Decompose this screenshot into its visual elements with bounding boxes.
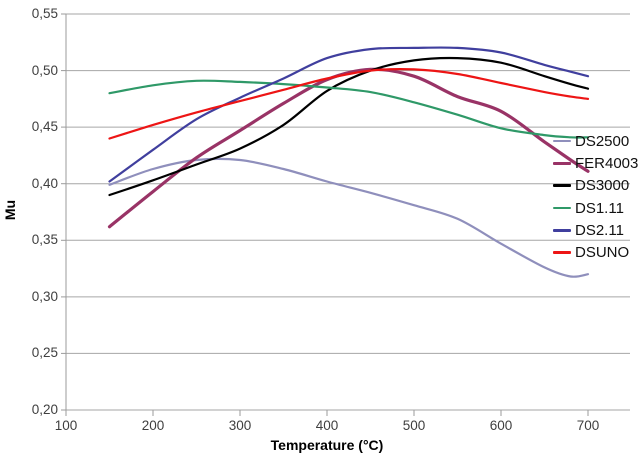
x-axis-title: Temperature (°C) xyxy=(270,437,384,453)
x-tick-label-400: 400 xyxy=(315,418,339,433)
legend-item-DS1.11: DS1.11 xyxy=(553,197,638,219)
legend-label-FER4003: FER4003 xyxy=(575,154,639,172)
y-tick-label-0,20: 0,20 xyxy=(31,402,58,417)
y-tick-label-0,30: 0,30 xyxy=(31,288,58,304)
legend-item-DSUNO: DSUNO xyxy=(553,241,638,263)
series-line-DS1.11 xyxy=(108,79,590,139)
legend-item-DS3000: DS3000 xyxy=(553,175,638,197)
series-line-DS2500 xyxy=(108,157,590,278)
x-tick-label-300: 300 xyxy=(228,418,252,433)
legend-item-DS2500: DS2500 xyxy=(553,130,638,152)
legend-swatch-line-DS2.11 xyxy=(553,229,571,232)
series-line-DS3000 xyxy=(108,56,590,197)
y-tick-label-0,55: 0,55 xyxy=(31,6,58,21)
legend: DS2500 FER4003 DS3000 DS1.11 DS2.11 DSUNO xyxy=(553,130,638,264)
legend-swatch-line-DS2500 xyxy=(553,139,571,143)
legend-swatch-line-DS3000 xyxy=(553,184,571,188)
y-tick-label-0,40: 0,40 xyxy=(31,175,58,191)
legend-label-DS1.11: DS1.11 xyxy=(575,199,624,217)
legend-label-DSUNO: DSUNO xyxy=(575,244,630,262)
legend-item-FER4003: FER4003 xyxy=(553,152,638,174)
x-tick-label-500: 500 xyxy=(402,418,426,433)
series-line-DS2.11 xyxy=(108,46,590,183)
legend-label-DS2.11: DS2.11 xyxy=(575,221,624,239)
y-tick-label-0,35: 0,35 xyxy=(31,232,58,248)
x-tick-label-600: 600 xyxy=(489,418,513,433)
y-tick-label-0,50: 0,50 xyxy=(31,62,58,78)
legend-label-DS2500: DS2500 xyxy=(575,132,630,150)
legend-swatch-line-FER4003 xyxy=(553,161,571,166)
legend-swatch-line-DSUNO xyxy=(553,251,571,254)
legend-item-DS2.11: DS2.11 xyxy=(553,219,638,241)
legend-label-DS3000: DS3000 xyxy=(575,177,630,195)
x-tick-label-700: 700 xyxy=(576,418,600,433)
y-axis-title: Mu xyxy=(2,199,18,221)
series-line-FER4003 xyxy=(107,67,590,229)
legend-swatch-line-DS1.11 xyxy=(553,206,571,210)
x-tick-label-200: 200 xyxy=(141,418,165,433)
x-tick-label-100: 100 xyxy=(54,418,78,433)
series-line-DSUNO xyxy=(108,68,590,140)
y-tick-label-0,25: 0,25 xyxy=(31,345,58,361)
y-tick-label-0,45: 0,45 xyxy=(31,119,58,135)
